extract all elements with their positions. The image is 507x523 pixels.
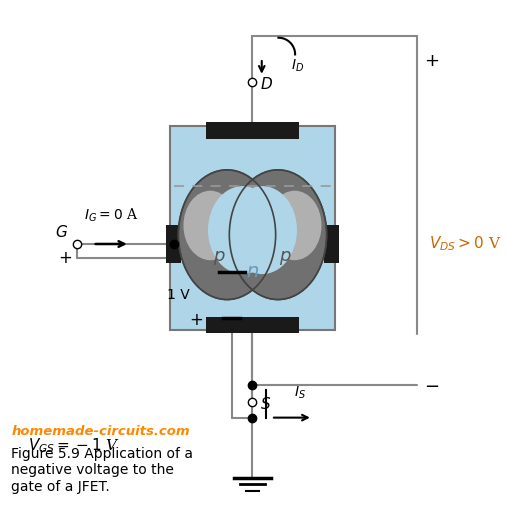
Ellipse shape bbox=[268, 191, 321, 260]
Text: $I_G = 0$ A: $I_G = 0$ A bbox=[84, 206, 138, 224]
Text: $V_{GS} = -1$ V: $V_{GS} = -1$ V bbox=[28, 436, 120, 455]
Ellipse shape bbox=[208, 186, 277, 274]
Ellipse shape bbox=[228, 186, 297, 274]
Text: $+$: $+$ bbox=[58, 248, 73, 267]
Text: $-$: $-$ bbox=[424, 376, 440, 394]
Text: $n$: $n$ bbox=[246, 263, 259, 281]
Text: $-$: $-$ bbox=[189, 265, 203, 282]
Text: $p$: $p$ bbox=[213, 249, 226, 267]
Ellipse shape bbox=[229, 170, 327, 300]
Text: 1 V: 1 V bbox=[167, 288, 190, 302]
Text: $G$: $G$ bbox=[55, 224, 67, 240]
Bar bbox=[169, 126, 336, 329]
Ellipse shape bbox=[184, 191, 237, 260]
Text: $D$: $D$ bbox=[260, 76, 273, 92]
Text: $I_S$: $I_S$ bbox=[294, 384, 306, 401]
Text: $+$: $+$ bbox=[190, 311, 203, 329]
Bar bbox=[206, 122, 299, 139]
Ellipse shape bbox=[178, 170, 276, 300]
Text: $+$: $+$ bbox=[424, 52, 440, 70]
Bar bbox=[206, 316, 299, 333]
Bar bbox=[166, 225, 180, 263]
Text: $I_D$: $I_D$ bbox=[292, 58, 305, 74]
Text: $V_{DS} > 0$ V: $V_{DS} > 0$ V bbox=[429, 235, 501, 253]
Text: homemade-circuits.com: homemade-circuits.com bbox=[11, 425, 190, 438]
Text: Figure 5.9 Application of a
negative voltage to the
gate of a JFET.: Figure 5.9 Application of a negative vol… bbox=[11, 447, 193, 494]
Text: $p$: $p$ bbox=[279, 249, 292, 267]
Text: $S$: $S$ bbox=[260, 396, 271, 412]
Bar bbox=[324, 225, 339, 263]
